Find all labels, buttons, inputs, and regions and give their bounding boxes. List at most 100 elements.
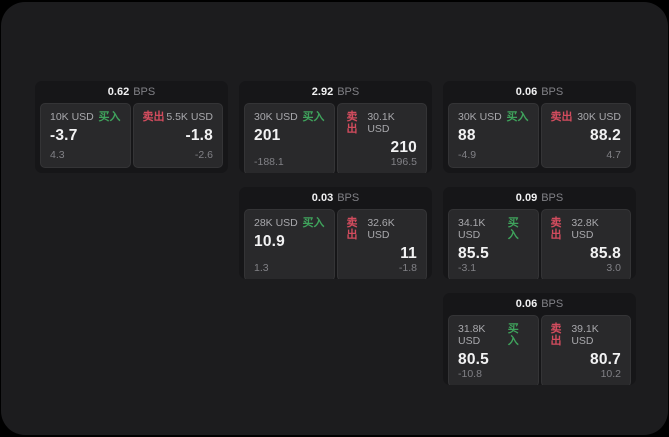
sell-panel-labels: 卖出 32.6K USD (347, 217, 418, 241)
buy-change-value: 1.3 (254, 262, 269, 274)
buy-side-label: 买入 (98, 111, 121, 123)
buy-panel-labels: 10K USD 买入 (50, 111, 121, 123)
sell-price-value: 88.2 (590, 127, 621, 144)
sell-quote-button[interactable]: 卖出 32.8K USD 85.8 3.0 (540, 209, 631, 279)
sell-quote-button[interactable]: 卖出 30.1K USD 210 196.5 (336, 103, 427, 173)
sell-price-value: 85.8 (590, 245, 621, 262)
sell-quote-button[interactable]: 卖出 39.1K USD 80.7 10.2 (540, 315, 631, 385)
bps-unit-label: BPS (541, 86, 564, 98)
buy-price-value: 201 (254, 127, 281, 144)
buy-change-value: -188.1 (254, 156, 284, 168)
sell-size-label: 30.1K USD (367, 111, 395, 135)
bps-value: 0.62 (107, 86, 130, 98)
sell-panel-labels: 卖出 30K USD (551, 111, 622, 123)
spread-card: 2.92 BPS 30K USD 买入 201 -188.1 卖出 30.1K … (239, 81, 432, 173)
buy-price-value: -3.7 (50, 127, 78, 144)
buy-price-value: 88 (458, 127, 476, 144)
buy-price-value: 85.5 (458, 245, 489, 262)
sell-change-value: 3.0 (606, 262, 621, 274)
sell-size-label: 30K USD (577, 111, 621, 123)
bps-unit-label: BPS (133, 86, 156, 98)
spread-header: 0.06 BPS (443, 81, 636, 100)
sell-size-label: 39.1K USD (571, 323, 599, 347)
sell-panel-labels: 卖出 5.5K USD (143, 111, 214, 123)
bps-value: 0.06 (515, 86, 538, 98)
buy-side-label: 买入 (506, 111, 529, 123)
spread-header: 0.09 BPS (443, 187, 636, 206)
buy-change-value: -3.1 (458, 262, 477, 274)
buy-change-value: -4.9 (458, 149, 477, 161)
sell-quote-button[interactable]: 卖出 30K USD 88.2 4.7 (540, 103, 631, 168)
quote-panels: 34.1K USD 买入 85.5 -3.1 卖出 32.8K USD 85.8… (443, 206, 636, 279)
sell-side-label: 卖出 (550, 217, 562, 241)
sell-size-label: 32.6K USD (367, 217, 395, 241)
buy-panel-labels: 28K USD 买入 (254, 217, 325, 229)
sell-size-label: 32.8K USD (571, 217, 599, 241)
spread-card: 0.06 BPS 31.8K USD 买入 80.5 -10.8 卖出 39.1… (443, 293, 636, 385)
buy-quote-button[interactable]: 31.8K USD 买入 80.5 -10.8 (448, 315, 539, 385)
sell-change-value: -2.6 (194, 149, 213, 161)
buy-panel-labels: 34.1K USD 买入 (458, 217, 529, 241)
buy-price-value: 80.5 (458, 351, 489, 368)
bps-value: 0.06 (515, 298, 538, 310)
sell-price-value: 80.7 (590, 351, 621, 368)
buy-size-label: 34.1K USD (458, 217, 486, 241)
bps-unit-label: BPS (337, 192, 360, 204)
buy-side-label: 买入 (507, 217, 519, 241)
bps-unit-label: BPS (541, 192, 564, 204)
sell-side-label: 卖出 (550, 111, 573, 123)
sell-quote-button[interactable]: 卖出 32.6K USD 11 -1.8 (336, 209, 427, 279)
buy-side-label: 买入 (302, 111, 325, 123)
buy-size-label: 30K USD (458, 111, 502, 123)
quote-panels: 30K USD 买入 201 -188.1 卖出 30.1K USD 210 1… (239, 100, 432, 173)
sell-side-label: 卖出 (346, 217, 358, 241)
buy-quote-button[interactable]: 10K USD 买入 -3.7 4.3 (40, 103, 131, 168)
buy-size-label: 28K USD (254, 217, 298, 229)
spread-card: 0.03 BPS 28K USD 买入 10.9 1.3 卖出 32.6K US… (239, 187, 432, 279)
sell-panel-labels: 卖出 30.1K USD (347, 111, 418, 135)
sell-price-value: 210 (390, 139, 417, 156)
sell-change-value: -1.8 (398, 262, 417, 274)
quote-panels: 28K USD 买入 10.9 1.3 卖出 32.6K USD 11 -1.8 (239, 206, 432, 279)
sell-panel-labels: 卖出 39.1K USD (551, 323, 622, 347)
spread-header: 0.03 BPS (239, 187, 432, 206)
bps-value: 2.92 (311, 86, 334, 98)
buy-panel-labels: 31.8K USD 买入 (458, 323, 529, 347)
buy-size-label: 31.8K USD (458, 323, 486, 347)
buy-quote-button[interactable]: 34.1K USD 买入 85.5 -3.1 (448, 209, 539, 279)
sell-change-value: 4.7 (606, 149, 621, 161)
sell-side-label: 卖出 (142, 111, 165, 123)
cards-grid: 0.62 BPS 10K USD 买入 -3.7 4.3 卖出 5.5K USD… (35, 81, 636, 385)
sell-price-value: 11 (400, 245, 417, 262)
spread-header: 0.06 BPS (443, 293, 636, 312)
sell-change-value: 10.2 (600, 368, 621, 380)
buy-panel-labels: 30K USD 买入 (254, 111, 325, 123)
quote-panels: 10K USD 买入 -3.7 4.3 卖出 5.5K USD -1.8 -2.… (35, 100, 228, 173)
sell-side-label: 卖出 (346, 111, 358, 135)
spread-card: 0.06 BPS 30K USD 买入 88 -4.9 卖出 30K USD 8… (443, 81, 636, 173)
sell-price-value: -1.8 (185, 127, 213, 144)
quote-panels: 30K USD 买入 88 -4.9 卖出 30K USD 88.2 4.7 (443, 100, 636, 173)
sell-change-value: 196.5 (390, 156, 417, 168)
spread-card: 0.62 BPS 10K USD 买入 -3.7 4.3 卖出 5.5K USD… (35, 81, 228, 173)
buy-size-label: 30K USD (254, 111, 298, 123)
buy-change-value: 4.3 (50, 149, 65, 161)
buy-quote-button[interactable]: 28K USD 买入 10.9 1.3 (244, 209, 335, 279)
buy-quote-button[interactable]: 30K USD 买入 201 -188.1 (244, 103, 335, 173)
bps-value: 0.03 (311, 192, 334, 204)
buy-price-value: 10.9 (254, 233, 285, 250)
buy-panel-labels: 30K USD 买入 (458, 111, 529, 123)
sell-panel-labels: 卖出 32.8K USD (551, 217, 622, 241)
spread-header: 0.62 BPS (35, 81, 228, 100)
quote-panels: 31.8K USD 买入 80.5 -10.8 卖出 39.1K USD 80.… (443, 312, 636, 385)
bps-unit-label: BPS (337, 86, 360, 98)
sell-size-label: 5.5K USD (166, 111, 213, 123)
buy-size-label: 10K USD (50, 111, 94, 123)
buy-side-label: 买入 (302, 217, 325, 229)
sell-quote-button[interactable]: 卖出 5.5K USD -1.8 -2.6 (132, 103, 223, 168)
sell-side-label: 卖出 (550, 323, 562, 347)
spread-header: 2.92 BPS (239, 81, 432, 100)
bps-unit-label: BPS (541, 298, 564, 310)
buy-quote-button[interactable]: 30K USD 买入 88 -4.9 (448, 103, 539, 168)
